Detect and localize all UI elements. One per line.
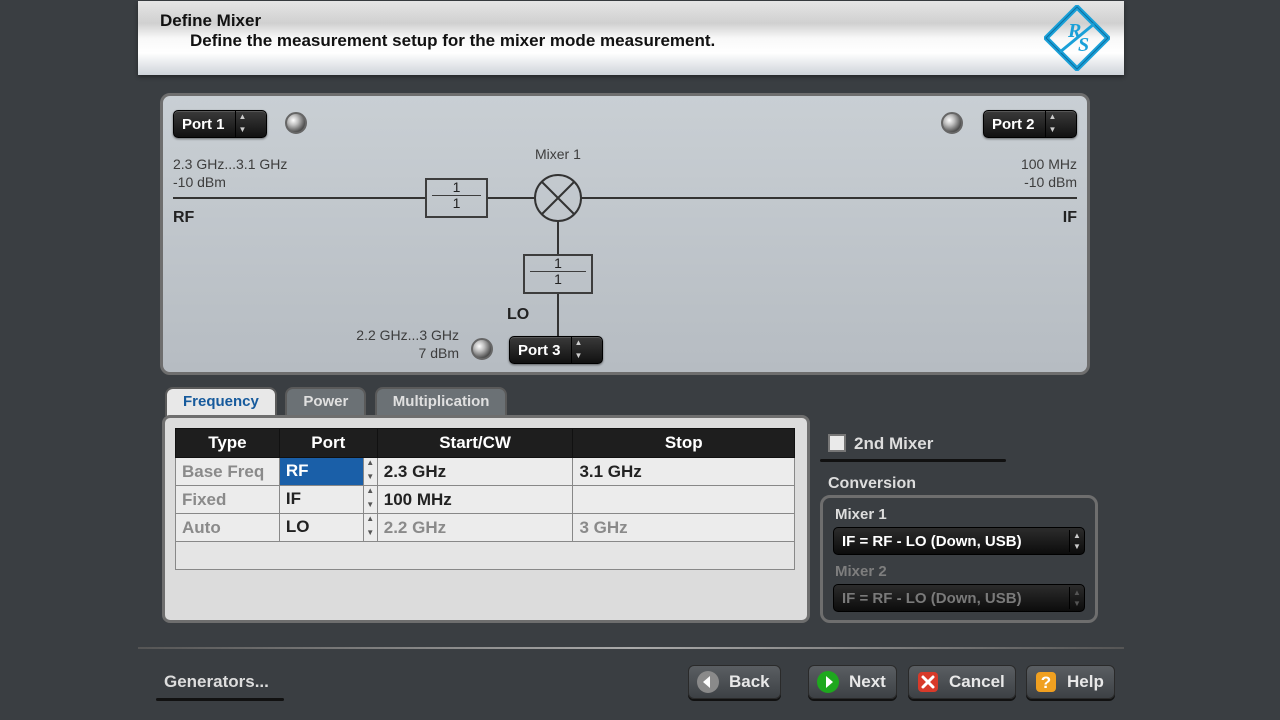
lo-range-label: 2.2 GHz...3 GHz <box>349 327 459 343</box>
cell-stop: 3 GHz <box>573 514 795 542</box>
table-row[interactable]: Auto LO▲▼ 2.2 GHz 3 GHz <box>176 514 795 542</box>
spin-icon: ▲▼ <box>1069 587 1084 609</box>
cell-start[interactable]: 100 MHz <box>377 486 573 514</box>
footer-divider <box>138 647 1124 649</box>
cell-type: Base Freq <box>176 458 280 486</box>
tab-power[interactable]: Power <box>285 387 366 416</box>
col-port: Port <box>279 429 377 458</box>
page-title: Define Mixer <box>160 11 261 31</box>
frequency-table: Type Port Start/CW Stop Base Freq RF▲▼ 2… <box>175 428 795 570</box>
ratio-bot: 1 <box>427 196 486 211</box>
svg-text:?: ? <box>1041 673 1051 692</box>
col-stop: Stop <box>573 429 795 458</box>
tab-strip: Frequency Power Multiplication <box>165 387 511 416</box>
checkbox-icon[interactable] <box>828 434 846 452</box>
lo-ratio-box[interactable]: 1 1 <box>523 254 593 294</box>
mixer1-formula-select[interactable]: IF = RF - LO (Down, USB) ▲▼ <box>833 527 1085 555</box>
port3-select[interactable]: Port 3 ▲▼ <box>509 336 603 364</box>
diagram-lines <box>163 96 1093 378</box>
tab-multiplication[interactable]: Multiplication <box>375 387 508 416</box>
tab-frequency[interactable]: Frequency <box>165 387 277 416</box>
rohde-schwarz-logo-icon: R S <box>1044 5 1110 71</box>
cell-stop[interactable] <box>573 486 795 514</box>
col-type: Type <box>176 429 280 458</box>
port-cell[interactable]: RF▲▼ <box>280 458 377 485</box>
mixer1-label: Mixer 1 <box>835 506 1095 523</box>
mixer2-label: Mixer 2 <box>835 563 1095 580</box>
spin-icon[interactable]: ▲▼ <box>571 337 586 363</box>
cell-type: Fixed <box>176 486 280 514</box>
page-description: Define the measurement setup for the mix… <box>190 31 715 51</box>
port-cell[interactable]: LO▲▼ <box>280 514 377 541</box>
second-mixer-checkbox[interactable]: 2nd Mixer <box>828 434 933 454</box>
table-row[interactable]: Fixed IF▲▼ 100 MHz <box>176 486 795 514</box>
conversion-panel: Mixer 1 IF = RF - LO (Down, USB) ▲▼ Mixe… <box>820 495 1098 623</box>
header-band: Define Mixer Define the measurement setu… <box>138 1 1124 75</box>
lo-label: LO <box>507 306 529 324</box>
back-button[interactable]: Back <box>688 665 781 699</box>
conversion-label: Conversion <box>828 475 916 493</box>
ratio-bot: 1 <box>525 272 591 287</box>
cancel-button[interactable]: Cancel <box>908 665 1016 699</box>
cell-type: Auto <box>176 514 280 542</box>
cell-start: 2.2 GHz <box>377 514 573 542</box>
port3-label: Port 3 <box>510 342 571 359</box>
spin-icon[interactable]: ▲▼ <box>1069 530 1084 552</box>
ratio-top: 1 <box>525 256 591 271</box>
help-icon: ? <box>1033 669 1059 695</box>
generators-button[interactable]: Generators... <box>158 665 279 699</box>
ratio-top: 1 <box>427 180 486 195</box>
next-button[interactable]: Next <box>808 665 897 699</box>
mixer-diagram-panel: Port 1 ▲▼ Port 2 ▲▼ 2.3 GHz...3.1 GHz -1… <box>160 93 1090 375</box>
help-button[interactable]: ? Help <box>1026 665 1115 699</box>
col-start: Start/CW <box>377 429 573 458</box>
port3-connector-icon <box>471 338 493 360</box>
arrow-left-icon <box>695 669 721 695</box>
table-row[interactable]: Base Freq RF▲▼ 2.3 GHz 3.1 GHz <box>176 458 795 486</box>
rf-ratio-box[interactable]: 1 1 <box>425 178 488 218</box>
cell-start[interactable]: 2.3 GHz <box>377 458 573 486</box>
cancel-icon <box>915 669 941 695</box>
lo-power-label: 7 dBm <box>349 345 459 361</box>
mixer2-formula-select: IF = RF - LO (Down, USB) ▲▼ <box>833 584 1085 612</box>
cell-stop[interactable]: 3.1 GHz <box>573 458 795 486</box>
frequency-table-panel: Type Port Start/CW Stop Base Freq RF▲▼ 2… <box>162 415 810 623</box>
arrow-right-icon <box>815 669 841 695</box>
port-cell[interactable]: IF▲▼ <box>280 486 377 513</box>
